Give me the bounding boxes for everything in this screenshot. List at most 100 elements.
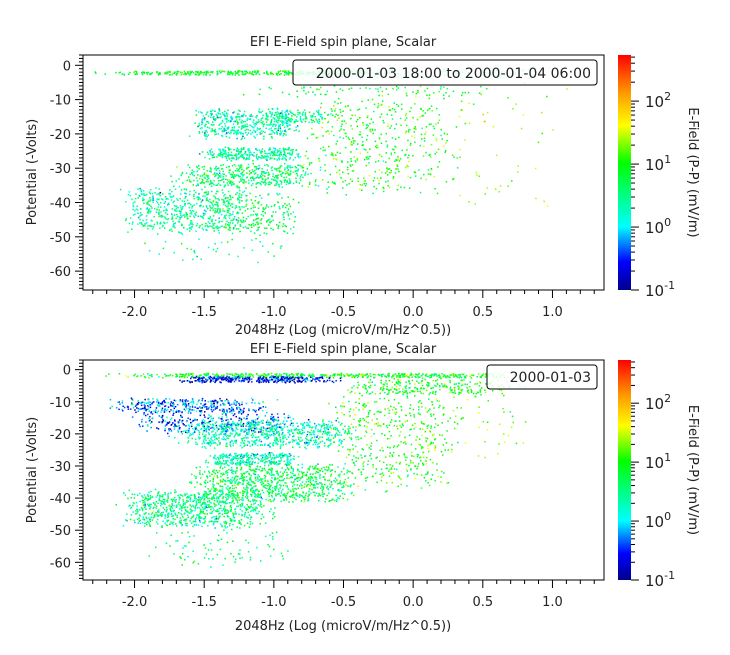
data-point (277, 399, 279, 401)
data-point (186, 399, 188, 401)
data-point (395, 392, 397, 394)
data-point (471, 390, 473, 392)
data-point (404, 119, 406, 121)
data-point (151, 207, 153, 209)
data-point (423, 146, 425, 148)
data-point (235, 116, 237, 118)
data-point (293, 159, 295, 161)
data-point (277, 150, 279, 152)
data-point (245, 121, 247, 123)
data-point (353, 140, 355, 142)
data-point (214, 378, 216, 380)
data-point (132, 209, 134, 211)
data-point (291, 112, 293, 114)
data-point (290, 379, 292, 381)
data-point (322, 179, 324, 181)
data-point (118, 409, 120, 411)
data-point (322, 122, 324, 124)
data-point (234, 225, 236, 227)
data-point (258, 168, 260, 170)
data-point (202, 378, 204, 380)
data-point (405, 154, 407, 156)
data-point (198, 400, 200, 402)
data-point (425, 132, 427, 134)
data-point (429, 98, 431, 100)
data-point (389, 187, 391, 189)
data-point (156, 374, 158, 376)
data-point (274, 148, 276, 150)
data-point (442, 138, 444, 140)
data-point (183, 424, 185, 426)
data-point (218, 177, 220, 179)
data-point (189, 213, 191, 215)
data-point (401, 104, 403, 106)
data-point (266, 381, 268, 383)
data-point (206, 207, 208, 209)
data-point (227, 74, 229, 76)
data-point (253, 163, 255, 165)
data-point (215, 118, 217, 120)
data-point (246, 199, 248, 201)
data-point (270, 113, 272, 115)
data-point (288, 147, 290, 149)
data-point (274, 124, 276, 126)
data-point (315, 181, 317, 183)
data-point (223, 171, 225, 173)
data-point (205, 225, 207, 227)
data-point (476, 174, 478, 176)
data-point (123, 73, 125, 75)
data-point (238, 74, 240, 76)
data-point (371, 118, 373, 120)
data-point (394, 128, 396, 129)
data-point (228, 215, 230, 217)
data-point (237, 256, 239, 258)
data-point (228, 152, 230, 154)
data-point (189, 194, 191, 196)
data-point (182, 72, 184, 74)
data-point (182, 206, 184, 208)
data-point (204, 404, 206, 406)
data-point (367, 117, 369, 119)
data-point (294, 130, 296, 132)
data-point (456, 383, 458, 385)
data-point (360, 153, 362, 155)
data-point (295, 119, 297, 121)
data-point (179, 211, 181, 213)
data-point (224, 404, 226, 406)
data-point (233, 121, 235, 123)
data-point (305, 155, 307, 157)
data-point (392, 381, 394, 383)
data-point (279, 134, 281, 136)
data-point (289, 124, 291, 126)
data-point (432, 393, 434, 395)
data-point (150, 211, 152, 213)
data-point (418, 169, 420, 171)
y-tick-label: -60 (50, 265, 71, 280)
data-point (294, 378, 296, 380)
data-point (179, 219, 181, 221)
data-point (211, 409, 213, 411)
data-point (225, 197, 227, 199)
data-point (284, 413, 286, 415)
data-point (251, 239, 253, 241)
data-point (229, 226, 231, 228)
data-point (190, 181, 192, 183)
data-point (170, 403, 172, 405)
data-point (206, 205, 208, 207)
data-point (269, 87, 271, 89)
data-point (480, 391, 482, 393)
data-point (464, 384, 466, 386)
data-point (238, 411, 240, 413)
data-point (149, 197, 151, 199)
data-point (362, 377, 364, 379)
data-point (349, 139, 351, 141)
data-point (296, 153, 298, 155)
data-point (404, 187, 406, 189)
data-point (230, 203, 232, 205)
data-point (342, 90, 344, 92)
data-point (187, 180, 189, 182)
y-tick-label: 0 (63, 59, 71, 74)
data-point (161, 421, 163, 423)
data-point (290, 167, 292, 169)
data-point (224, 400, 226, 402)
